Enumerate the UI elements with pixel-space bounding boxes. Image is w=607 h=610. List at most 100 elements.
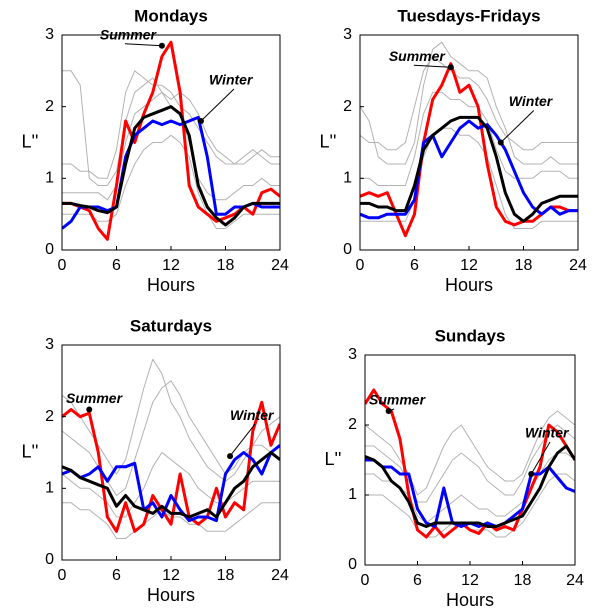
y-tick-label: 0 <box>348 556 357 573</box>
panel: 0 6 12 18 240123Tuesdays-FridaysHoursL''Summ… <box>320 6 587 294</box>
annotation-leader <box>124 43 162 47</box>
annotation-leader <box>530 441 551 475</box>
profile-line <box>365 452 575 524</box>
x-tick-label: 18 <box>515 257 533 274</box>
profile-line <box>360 127 578 229</box>
annotation-point <box>227 453 234 460</box>
y-tick-label: 1 <box>348 486 357 503</box>
profile-line <box>62 134 280 229</box>
y-tick-label: 2 <box>343 98 352 115</box>
annotation-point <box>447 64 454 71</box>
x-tick-label: 18 <box>217 567 235 584</box>
series-group <box>360 41 578 238</box>
y-tick-label: 2 <box>45 98 54 115</box>
annotation-leader <box>500 110 535 143</box>
annotation-label: Winter <box>509 93 554 109</box>
x-tick-label: 0 <box>361 572 370 589</box>
profile-line <box>360 56 578 151</box>
y-tick-label: 2 <box>348 416 357 433</box>
y-tick-label: 3 <box>45 26 54 43</box>
x-tick-label: 0 <box>58 567 67 584</box>
y-tick-label: 3 <box>45 336 54 353</box>
y-tick-label: 1 <box>45 480 54 497</box>
annotation-leader <box>229 423 256 457</box>
y-axis-label: L'' <box>22 131 39 151</box>
annotation-label: Summer <box>369 392 427 408</box>
highlight-line <box>62 400 280 533</box>
annotation-point <box>385 408 392 414</box>
x-tick-label: 0 <box>356 257 365 274</box>
series-group <box>62 40 280 241</box>
highlight-line <box>365 458 575 528</box>
x-tick-label: 18 <box>514 572 532 589</box>
x-axis-label: Hours <box>446 590 494 610</box>
x-tick-label: 6 <box>413 572 422 589</box>
y-axis-label: L'' <box>325 449 342 469</box>
x-axis-label: Hours <box>445 275 493 295</box>
highlight-line <box>365 388 575 539</box>
annotation-leader <box>413 64 451 68</box>
series-group <box>62 358 280 539</box>
chart-title: Saturdays <box>130 316 212 335</box>
profile-line <box>62 70 280 186</box>
profile-line <box>365 424 575 503</box>
x-tick-label: 6 <box>112 257 121 274</box>
highlight-line <box>62 105 280 227</box>
highlight-line <box>365 444 575 528</box>
x-tick-label: 24 <box>271 257 289 274</box>
profile-line <box>360 41 578 165</box>
profile-line <box>62 70 280 179</box>
x-tick-label: 18 <box>217 257 235 274</box>
x-tick-label: 6 <box>112 567 121 584</box>
chart-title: Sundays <box>435 326 506 345</box>
y-tick-label: 0 <box>343 241 352 258</box>
y-tick-label: 1 <box>343 170 352 187</box>
annotation-label: Summer <box>100 26 158 42</box>
annotation-label: Winter <box>209 72 254 88</box>
x-axis-label: Hours <box>147 275 195 295</box>
x-tick-label: 24 <box>566 572 584 589</box>
x-tick-label: 24 <box>569 257 587 274</box>
x-tick-label: 6 <box>410 257 419 274</box>
annotation-point <box>497 139 504 146</box>
x-axis-label: Hours <box>147 585 195 605</box>
x-tick-label: 12 <box>461 572 479 589</box>
y-axis-label: L'' <box>22 441 39 461</box>
series-group <box>365 388 575 539</box>
annotation-point <box>158 42 165 49</box>
annotation-point <box>528 471 535 477</box>
x-tick-label: 12 <box>460 257 478 274</box>
chart-title: Mondays <box>134 6 208 25</box>
y-tick-label: 0 <box>45 241 54 258</box>
y-axis-label: L'' <box>320 131 337 151</box>
highlight-line <box>62 451 280 519</box>
profile-line <box>62 358 280 482</box>
y-tick-label: 3 <box>348 346 357 363</box>
y-tick-label: 0 <box>45 551 54 568</box>
annotation-point <box>197 118 204 124</box>
x-tick-label: 0 <box>58 257 67 274</box>
plot-frame <box>61 344 281 561</box>
y-tick-label: 2 <box>45 408 54 425</box>
highlight-line <box>360 119 578 220</box>
profile-line <box>62 452 280 518</box>
annotation-label: Winter <box>230 407 275 423</box>
panel: 0 6 12 18 240123SaturdaysHoursL''SummerWinte… <box>22 316 289 604</box>
plot-frame <box>61 34 281 251</box>
x-tick-label: 12 <box>162 257 180 274</box>
x-tick-label: 12 <box>162 567 180 584</box>
profile-line <box>365 410 575 496</box>
x-tick-label: 24 <box>271 567 289 584</box>
chart-title: Tuesdays-Fridays <box>397 6 540 25</box>
highlight-line <box>360 115 578 223</box>
annotation-leader <box>200 88 235 122</box>
annotation-point <box>86 406 93 413</box>
annotation-label: Winter <box>525 425 570 441</box>
annotation-label: Summer <box>66 390 124 406</box>
y-tick-label: 3 <box>343 26 352 43</box>
highlight-line <box>62 444 280 523</box>
highlight-line <box>62 115 280 230</box>
